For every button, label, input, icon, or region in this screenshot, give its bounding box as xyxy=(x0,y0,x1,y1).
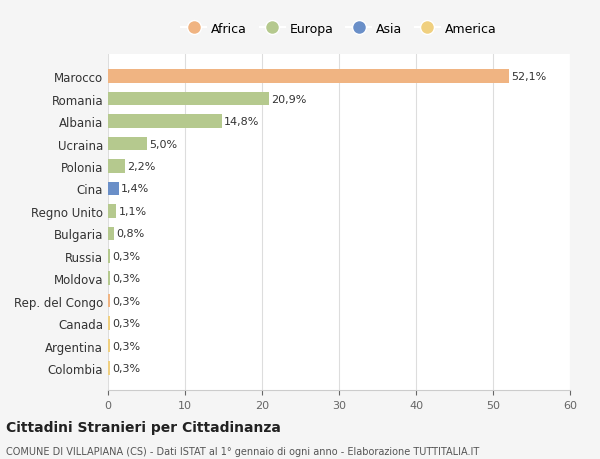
Bar xyxy=(108,182,119,196)
Text: 52,1%: 52,1% xyxy=(511,72,547,82)
Bar xyxy=(108,138,146,151)
Bar xyxy=(108,250,110,263)
Text: 0,3%: 0,3% xyxy=(113,274,141,284)
Text: 0,3%: 0,3% xyxy=(113,363,141,373)
Text: Cittadini Stranieri per Cittadinanza: Cittadini Stranieri per Cittadinanza xyxy=(6,420,281,435)
Text: 0,3%: 0,3% xyxy=(113,341,141,351)
Text: 0,3%: 0,3% xyxy=(113,251,141,261)
Bar xyxy=(108,294,110,308)
Bar xyxy=(108,160,125,174)
Bar xyxy=(108,362,110,375)
Text: 20,9%: 20,9% xyxy=(271,95,307,104)
Bar xyxy=(108,317,110,330)
Bar xyxy=(108,115,222,129)
Text: 1,4%: 1,4% xyxy=(121,184,149,194)
Bar xyxy=(108,93,269,106)
Text: 1,1%: 1,1% xyxy=(119,207,147,216)
Legend: Africa, Europa, Asia, America: Africa, Europa, Asia, America xyxy=(176,18,502,41)
Bar xyxy=(108,272,110,285)
Text: 0,8%: 0,8% xyxy=(116,229,145,239)
Text: 14,8%: 14,8% xyxy=(224,117,260,127)
Text: 0,3%: 0,3% xyxy=(113,319,141,328)
Bar xyxy=(108,70,509,84)
Bar xyxy=(108,205,116,218)
Text: 0,3%: 0,3% xyxy=(113,296,141,306)
Text: 5,0%: 5,0% xyxy=(149,139,177,149)
Text: COMUNE DI VILLAPIANA (CS) - Dati ISTAT al 1° gennaio di ogni anno - Elaborazione: COMUNE DI VILLAPIANA (CS) - Dati ISTAT a… xyxy=(6,447,479,456)
Bar xyxy=(108,339,110,353)
Text: 2,2%: 2,2% xyxy=(127,162,155,172)
Bar xyxy=(108,227,114,241)
